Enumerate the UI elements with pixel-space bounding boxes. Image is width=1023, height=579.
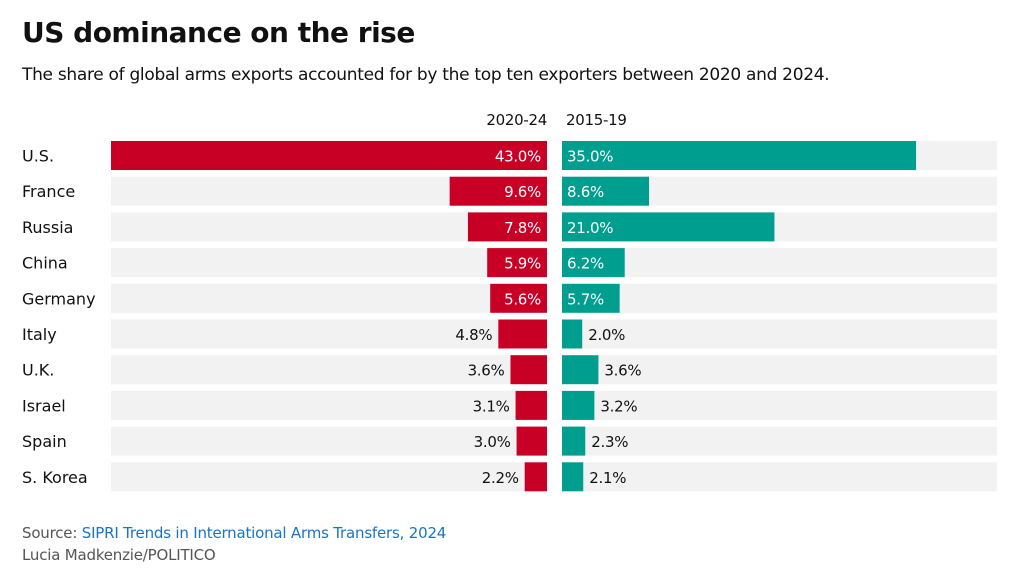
track-right-germany	[562, 283, 997, 313]
track-left-israel	[111, 390, 547, 420]
track-right-spain	[562, 426, 997, 456]
bar-2015-19-russia	[562, 212, 775, 242]
value-label-2020-24: 4.8%	[455, 326, 492, 344]
source-prefix: Source:	[22, 524, 82, 542]
bar-2020-24-u-k	[510, 355, 547, 385]
track-right-israel	[562, 390, 997, 420]
value-label-2020-24: 3.1%	[473, 397, 510, 415]
bar-2015-19-israel	[562, 390, 595, 420]
value-label-2020-24: 5.9%	[504, 255, 541, 273]
source-link[interactable]: SIPRI Trends in International Arms Trans…	[81, 524, 447, 542]
source-line: Source: SIPRI Trends in International Ar…	[22, 522, 446, 544]
value-label-2015-19: 5.7%	[567, 290, 604, 308]
track-left-china	[111, 248, 547, 278]
bar-2020-24-germany	[490, 283, 547, 313]
value-label-2015-19: 8.6%	[567, 183, 604, 201]
bar-2015-19-france	[562, 176, 649, 206]
value-label-2015-19: 3.2%	[600, 397, 637, 415]
track-left-s-korea	[111, 462, 547, 492]
value-label-2015-19: 21.0%	[567, 219, 613, 237]
track-left-u-k	[111, 355, 547, 385]
bar-2015-19-china	[562, 248, 625, 278]
bar-2015-19-u-s	[562, 141, 917, 170]
chart-title: US dominance on the rise	[22, 16, 415, 49]
category-label: S. Korea	[22, 468, 88, 487]
category-label: France	[22, 182, 75, 201]
footer: Source: SIPRI Trends in International Ar…	[22, 522, 446, 566]
track-left-germany	[111, 283, 547, 313]
category-label: Russia	[22, 218, 73, 237]
category-label: Israel	[22, 396, 66, 415]
value-label-2020-24: 2.2%	[482, 469, 519, 487]
value-label-2015-19: 35.0%	[567, 148, 613, 166]
credit: Lucia Madkenzie/POLITICO	[22, 546, 216, 564]
value-label-2015-19: 6.2%	[567, 255, 604, 273]
value-label-2020-24: 43.0%	[495, 148, 541, 166]
category-label: Spain	[22, 432, 67, 451]
track-left-italy	[111, 319, 547, 349]
category-label: Germany	[22, 289, 96, 308]
bar-2020-24-u-s	[111, 141, 547, 170]
value-label-2020-24: 3.6%	[468, 362, 505, 380]
track-right-s-korea	[562, 462, 997, 492]
value-label-2020-24: 5.6%	[504, 290, 541, 308]
value-label-2015-19: 2.1%	[589, 469, 626, 487]
category-label: China	[22, 254, 68, 273]
bar-2020-24-france	[449, 176, 547, 206]
track-right-china	[562, 248, 997, 278]
bar-2015-19-u-k	[562, 355, 599, 385]
category-label: Italy	[22, 325, 57, 344]
category-label: U.S.	[22, 147, 54, 166]
series-header-2020-24: 2020-24	[486, 111, 547, 129]
bar-2015-19-germany	[562, 283, 620, 313]
value-label-2015-19: 2.3%	[591, 433, 628, 451]
category-label: U.K.	[22, 361, 54, 380]
series-header-2015-19: 2015-19	[566, 111, 627, 129]
track-left-spain	[111, 426, 547, 456]
bar-2020-24-russia	[467, 212, 547, 242]
bar-2020-24-china	[487, 248, 547, 278]
track-right-u-k	[562, 355, 997, 385]
bar-2015-19-italy	[562, 319, 583, 349]
bar-2015-19-s-korea	[562, 462, 584, 492]
bar-2020-24-s-korea	[524, 462, 547, 492]
bar-2020-24-italy	[498, 319, 547, 349]
bar-2020-24-spain	[516, 426, 547, 456]
value-label-2020-24: 7.8%	[504, 219, 541, 237]
value-label-2020-24: 9.6%	[504, 183, 541, 201]
bar-2020-24-israel	[515, 390, 547, 420]
bar-2015-19-spain	[562, 426, 586, 456]
track-right-italy	[562, 319, 997, 349]
value-label-2015-19: 3.6%	[604, 362, 641, 380]
value-label-2015-19: 2.0%	[588, 326, 625, 344]
value-label-2020-24: 3.0%	[474, 433, 511, 451]
chart-subtitle: The share of global arms exports account…	[22, 65, 830, 85]
